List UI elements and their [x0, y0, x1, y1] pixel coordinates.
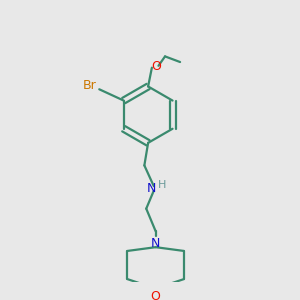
- Text: H: H: [158, 180, 166, 190]
- Text: N: N: [147, 182, 157, 195]
- Text: N: N: [151, 237, 160, 250]
- Text: O: O: [152, 60, 161, 73]
- Text: O: O: [151, 290, 160, 300]
- Text: Br: Br: [83, 79, 97, 92]
